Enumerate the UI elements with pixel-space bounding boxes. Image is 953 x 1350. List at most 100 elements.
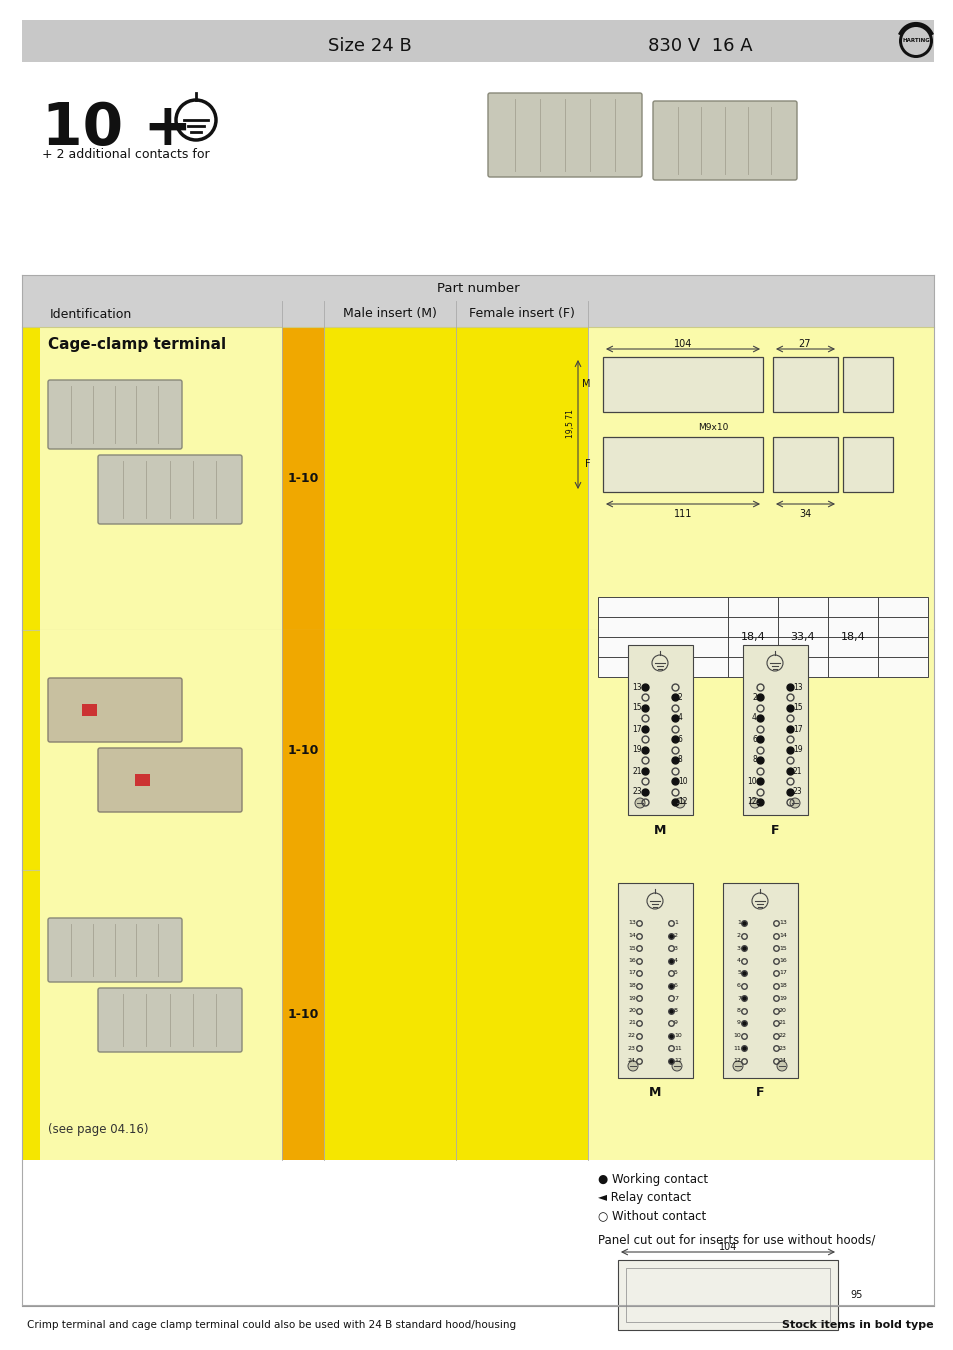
Circle shape xyxy=(627,1061,638,1071)
Text: Male insert (M): Male insert (M) xyxy=(343,308,436,320)
Text: 2: 2 xyxy=(678,693,682,702)
Text: 17: 17 xyxy=(632,725,641,733)
Bar xyxy=(40,630,933,869)
Text: 95: 95 xyxy=(849,1291,862,1300)
Text: 12: 12 xyxy=(747,798,757,806)
Text: 17: 17 xyxy=(779,971,786,976)
Text: Size 24 B: Size 24 B xyxy=(328,36,412,55)
Text: HARTING: HARTING xyxy=(902,39,929,43)
Text: 23: 23 xyxy=(632,787,641,796)
Text: 21: 21 xyxy=(779,1021,786,1026)
FancyBboxPatch shape xyxy=(98,748,242,811)
FancyBboxPatch shape xyxy=(98,455,242,524)
Text: 1: 1 xyxy=(673,921,678,926)
Text: 12: 12 xyxy=(732,1058,740,1062)
FancyBboxPatch shape xyxy=(48,918,182,981)
Bar xyxy=(456,327,587,630)
Bar xyxy=(842,356,892,412)
Text: Part number: Part number xyxy=(436,282,518,294)
Text: 8: 8 xyxy=(678,756,682,764)
Text: 830 V  16 A: 830 V 16 A xyxy=(647,36,752,55)
Bar xyxy=(135,774,150,786)
Text: 11: 11 xyxy=(733,1045,740,1050)
Text: 8: 8 xyxy=(737,1008,740,1012)
FancyBboxPatch shape xyxy=(98,988,242,1052)
Circle shape xyxy=(675,798,684,809)
Text: 22: 22 xyxy=(627,1033,636,1038)
Text: 7: 7 xyxy=(673,995,678,1000)
Bar xyxy=(40,869,933,1160)
Bar xyxy=(602,437,762,491)
Text: 21: 21 xyxy=(632,767,641,775)
Text: 2: 2 xyxy=(752,693,757,702)
Text: 3: 3 xyxy=(673,945,678,950)
Text: 6: 6 xyxy=(737,983,740,988)
Text: 22: 22 xyxy=(779,1033,786,1038)
Text: 13: 13 xyxy=(779,921,786,926)
Text: 18: 18 xyxy=(628,983,636,988)
Text: 27: 27 xyxy=(798,339,810,350)
Bar xyxy=(627,645,692,815)
Text: 10: 10 xyxy=(746,776,757,786)
Bar xyxy=(772,437,837,491)
Circle shape xyxy=(732,1061,742,1071)
Text: 7: 7 xyxy=(737,995,740,1000)
Text: 15: 15 xyxy=(779,945,786,950)
Text: 11: 11 xyxy=(673,1045,681,1050)
Text: M: M xyxy=(653,825,665,837)
Text: 16: 16 xyxy=(779,958,786,963)
Circle shape xyxy=(776,1061,786,1071)
Text: 19,5 71: 19,5 71 xyxy=(565,409,575,439)
FancyBboxPatch shape xyxy=(488,93,641,177)
Text: 10 +: 10 + xyxy=(42,100,193,157)
Text: 10: 10 xyxy=(673,1033,681,1038)
Text: 4: 4 xyxy=(737,958,740,963)
Text: 33,4: 33,4 xyxy=(790,632,815,643)
Text: 18,4: 18,4 xyxy=(840,632,864,643)
Circle shape xyxy=(901,27,929,55)
Text: 4: 4 xyxy=(673,958,678,963)
Text: + 2 additional contacts for: + 2 additional contacts for xyxy=(42,148,210,162)
Text: 12: 12 xyxy=(673,1058,681,1062)
Text: 18,4: 18,4 xyxy=(740,632,764,643)
Text: 4: 4 xyxy=(678,714,682,722)
Text: Stock items in bold type: Stock items in bold type xyxy=(781,1320,933,1330)
Text: 4: 4 xyxy=(751,714,757,722)
Text: M9x10: M9x10 xyxy=(697,423,727,432)
Text: 111: 111 xyxy=(673,509,692,518)
Text: 16: 16 xyxy=(628,958,636,963)
Text: ○ Without contact: ○ Without contact xyxy=(598,1210,705,1223)
Bar xyxy=(625,1268,829,1322)
Text: Cage-clamp terminal: Cage-clamp terminal xyxy=(48,338,226,352)
Text: 8: 8 xyxy=(752,756,757,764)
Text: F: F xyxy=(770,825,779,837)
Text: 9: 9 xyxy=(673,1021,678,1026)
FancyBboxPatch shape xyxy=(652,101,796,180)
Text: 6: 6 xyxy=(678,734,682,744)
Bar xyxy=(722,883,797,1079)
Circle shape xyxy=(671,1061,681,1071)
Bar xyxy=(22,301,933,327)
Bar xyxy=(282,630,324,869)
Text: 1: 1 xyxy=(737,921,740,926)
Bar xyxy=(618,883,692,1079)
Bar xyxy=(22,20,933,62)
Text: 19: 19 xyxy=(632,745,641,755)
Text: 12: 12 xyxy=(678,798,687,806)
Text: ◄ Relay contact: ◄ Relay contact xyxy=(598,1192,690,1204)
Bar xyxy=(282,869,324,1160)
Circle shape xyxy=(635,798,644,809)
Text: 10: 10 xyxy=(733,1033,740,1038)
Text: 5: 5 xyxy=(673,971,678,976)
Circle shape xyxy=(789,798,800,809)
Text: 6: 6 xyxy=(673,983,678,988)
Text: F: F xyxy=(585,459,590,468)
Bar xyxy=(82,703,97,716)
Text: 1-10: 1-10 xyxy=(287,744,318,756)
Text: 19: 19 xyxy=(792,745,801,755)
Circle shape xyxy=(749,798,760,809)
Text: 20: 20 xyxy=(627,1008,636,1012)
FancyBboxPatch shape xyxy=(48,379,182,450)
Text: Crimp terminal and cage clamp terminal could also be used with 24 B standard hoo: Crimp terminal and cage clamp terminal c… xyxy=(27,1320,516,1330)
Text: 23: 23 xyxy=(792,787,801,796)
